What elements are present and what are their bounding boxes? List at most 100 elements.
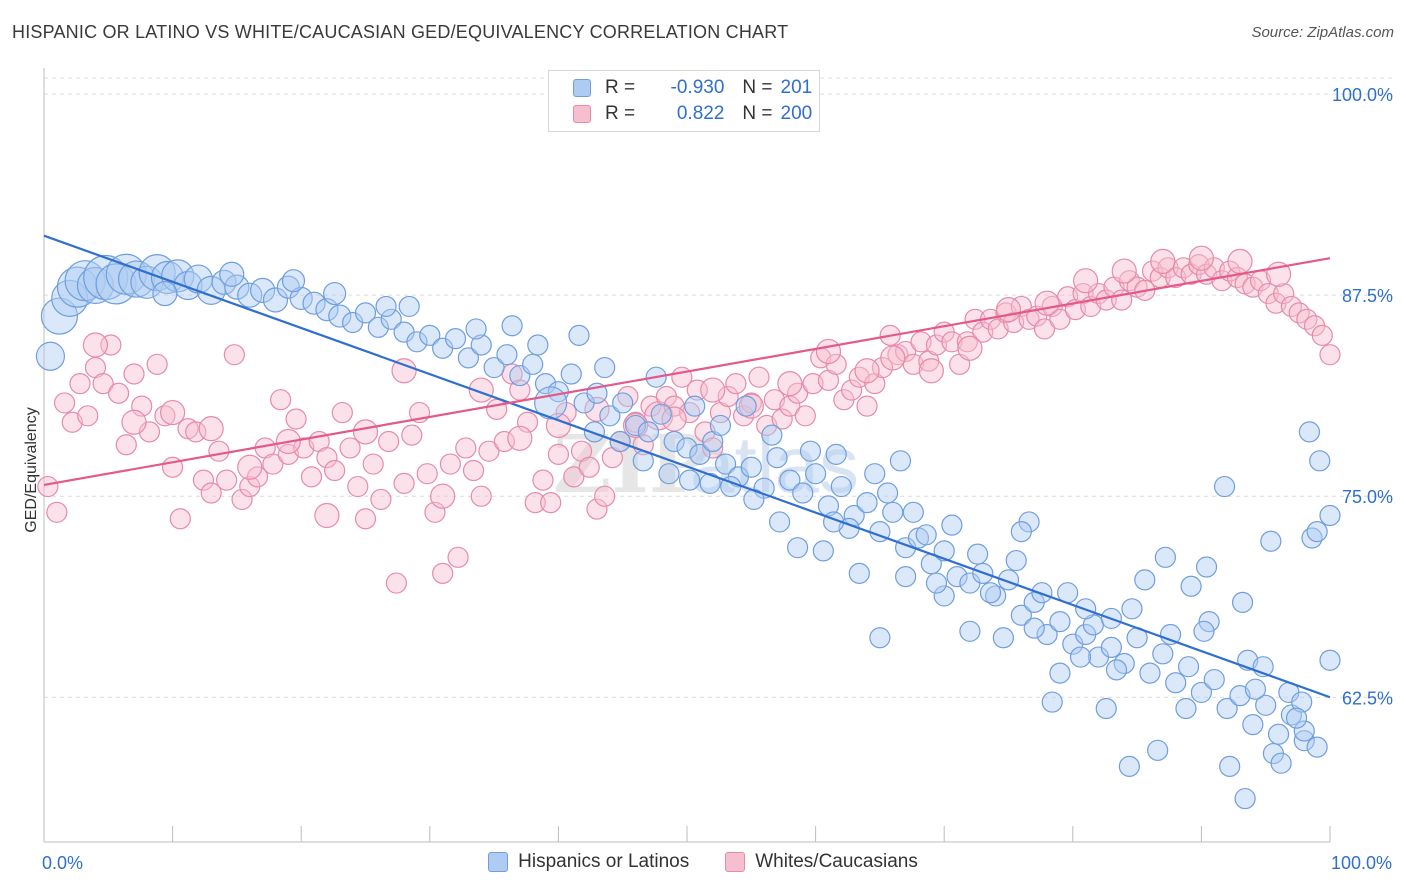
hispanics-point bbox=[262, 287, 289, 313]
whites-point bbox=[107, 382, 130, 404]
legend-r-value: -0.930 bbox=[670, 77, 725, 98]
whites-point bbox=[339, 437, 361, 459]
hispanics-point bbox=[882, 501, 904, 523]
x-tick-label-min: 0.0% bbox=[42, 853, 84, 873]
hispanics-point bbox=[1219, 755, 1241, 778]
hispanics-point bbox=[869, 627, 891, 649]
hispanics-point bbox=[933, 585, 955, 607]
hispanics-point bbox=[1216, 697, 1238, 720]
whites-point bbox=[430, 483, 456, 509]
whites-point bbox=[424, 501, 446, 523]
hispanics-point bbox=[877, 482, 899, 504]
hispanics-point bbox=[1306, 520, 1328, 543]
whites-point bbox=[370, 488, 392, 511]
hispanics-point bbox=[1139, 662, 1161, 684]
whites-point bbox=[300, 466, 323, 488]
whites-point bbox=[470, 485, 492, 507]
whites-point bbox=[231, 488, 253, 511]
whites-point bbox=[46, 501, 68, 523]
hispanics-point bbox=[40, 297, 79, 335]
hispanics-point bbox=[457, 347, 479, 369]
whites-point bbox=[1073, 268, 1099, 294]
hispanics-point bbox=[792, 482, 814, 504]
hispanics-point bbox=[658, 463, 680, 485]
hispanics-point bbox=[117, 260, 156, 298]
hispanics-point bbox=[83, 254, 129, 301]
hispanics-point bbox=[946, 566, 968, 588]
series-legend: Hispanics or Latinos Whites/Caucasians bbox=[0, 851, 1406, 873]
whites-point bbox=[1188, 245, 1215, 271]
hispanics-point bbox=[465, 318, 487, 340]
whites-point bbox=[416, 463, 438, 485]
hispanics-point bbox=[786, 537, 809, 559]
hispanics-point bbox=[1010, 520, 1032, 543]
whites-point bbox=[123, 363, 145, 385]
hispanics-point bbox=[1255, 694, 1277, 716]
hispanics-point bbox=[599, 405, 621, 427]
hispanics-point bbox=[1175, 697, 1197, 720]
hispanics-point bbox=[612, 392, 634, 414]
hispanics-point bbox=[714, 453, 737, 475]
whites-point bbox=[121, 409, 147, 435]
hispanics-point bbox=[997, 569, 1020, 591]
hispanics-point bbox=[354, 302, 377, 324]
hispanics-point bbox=[323, 281, 347, 306]
whites-point bbox=[455, 437, 477, 459]
series-legend-hispanics: Hispanics or Latinos bbox=[488, 851, 689, 873]
hispanics-point bbox=[1177, 656, 1200, 678]
hispanics-point bbox=[1195, 556, 1218, 578]
whites-point bbox=[1033, 318, 1056, 340]
hispanics-point bbox=[1005, 549, 1027, 572]
whites-point bbox=[717, 385, 739, 408]
hispanics-point bbox=[501, 315, 523, 337]
whites-point bbox=[995, 297, 1022, 323]
whites-point bbox=[200, 482, 222, 504]
whites-point bbox=[82, 332, 109, 358]
hispanics-point bbox=[1105, 659, 1128, 681]
whites-point bbox=[77, 405, 99, 427]
hispanics-point bbox=[817, 495, 840, 517]
whites-trend-line bbox=[43, 257, 1331, 487]
hispanics-point bbox=[941, 514, 963, 536]
whites-point bbox=[777, 371, 803, 397]
hispanics-point bbox=[522, 353, 544, 375]
whites-point bbox=[794, 405, 816, 427]
whites-point bbox=[391, 358, 417, 384]
hispanics-point bbox=[568, 324, 590, 346]
whites-point bbox=[1227, 248, 1253, 274]
hispanics-point bbox=[1242, 713, 1264, 736]
hispanics-point bbox=[1023, 617, 1045, 639]
hispanics-point bbox=[1285, 707, 1308, 729]
hispanics-point bbox=[925, 572, 948, 594]
hispanics-point bbox=[799, 440, 822, 462]
legend-n-value: 200 bbox=[780, 103, 813, 124]
whites-point bbox=[516, 411, 539, 433]
y-tick-label: 62.5% bbox=[1342, 688, 1393, 708]
whites-point bbox=[1311, 324, 1333, 346]
legend-r-label: R = bbox=[605, 77, 636, 98]
y-tick-labels: 100.0% 87.5% 75.0% 62.5% bbox=[1332, 85, 1393, 708]
whites-point bbox=[362, 453, 384, 475]
whites-point bbox=[584, 396, 610, 422]
hispanics-point bbox=[864, 463, 886, 485]
whites-point bbox=[92, 373, 114, 395]
series-legend-label: Hispanics or Latinos bbox=[518, 851, 690, 872]
whites-point bbox=[918, 358, 944, 384]
chart-title: HISPANIC OR LATINO VS WHITE/CAUCASIAN GE… bbox=[12, 22, 789, 42]
hispanics-point bbox=[768, 511, 791, 533]
hispanics-point bbox=[1267, 723, 1290, 745]
hispanics-point bbox=[560, 363, 582, 385]
whites-point bbox=[115, 434, 137, 456]
whites-point bbox=[1072, 282, 1094, 305]
whites-point bbox=[895, 340, 917, 363]
whites-point bbox=[700, 377, 726, 403]
series-legend-swatch-pink bbox=[725, 852, 746, 872]
hispanics-point bbox=[1231, 591, 1254, 613]
whites-point bbox=[815, 338, 842, 365]
whites-point bbox=[69, 373, 91, 395]
whites-point bbox=[314, 502, 340, 529]
whites-point bbox=[169, 508, 191, 530]
whites-point bbox=[540, 492, 562, 514]
whites-point bbox=[285, 408, 307, 430]
whites-point bbox=[622, 412, 649, 439]
